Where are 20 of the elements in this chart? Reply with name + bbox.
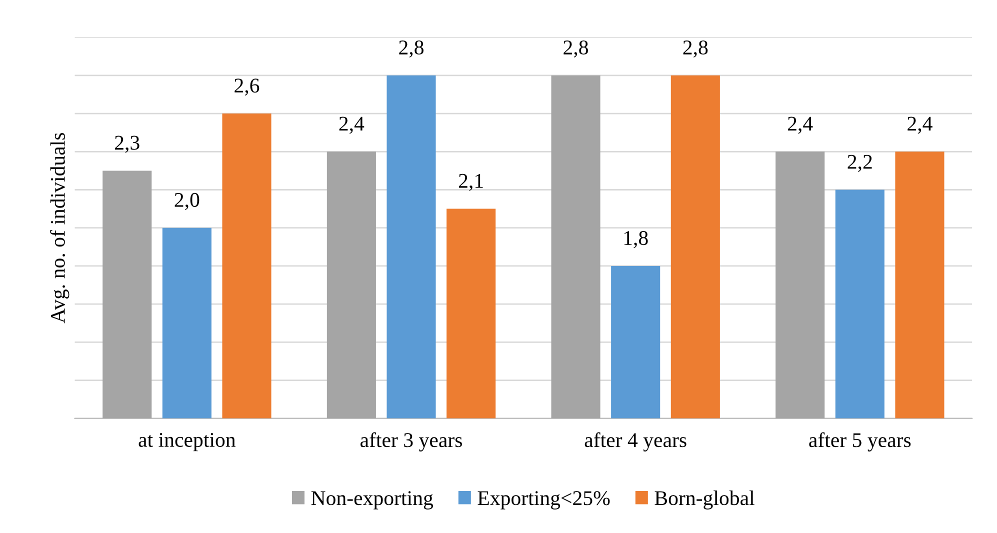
data-label: 2,8 [564,40,588,58]
data-label: 2,1 [458,174,483,191]
data-label: 2,8 [683,40,708,58]
data-label: 2,4 [908,116,932,134]
data-label: 2,2 [848,154,872,172]
x-tick-label: at inception [138,432,236,452]
x-tick-label: after 5 years [809,432,911,452]
data-label: 2,4 [339,116,364,134]
data-label: 2,4 [788,116,813,134]
x-tick-label: after 4 years [584,432,686,452]
data-label: 1,8 [624,231,648,248]
data-label: 2,8 [399,40,424,58]
data-label: 2,6 [234,78,260,96]
legend-label: Exporting<25% [478,491,610,510]
data-label: 2,0 [174,192,200,210]
legend-label: Born-global [654,490,754,510]
x-tick-label: after 3 years [360,432,462,452]
data-label: 2,3 [115,136,140,153]
y-axis-title: Avg. no. of individuals [50,133,70,324]
legend-label: Non-exporting [311,491,434,510]
